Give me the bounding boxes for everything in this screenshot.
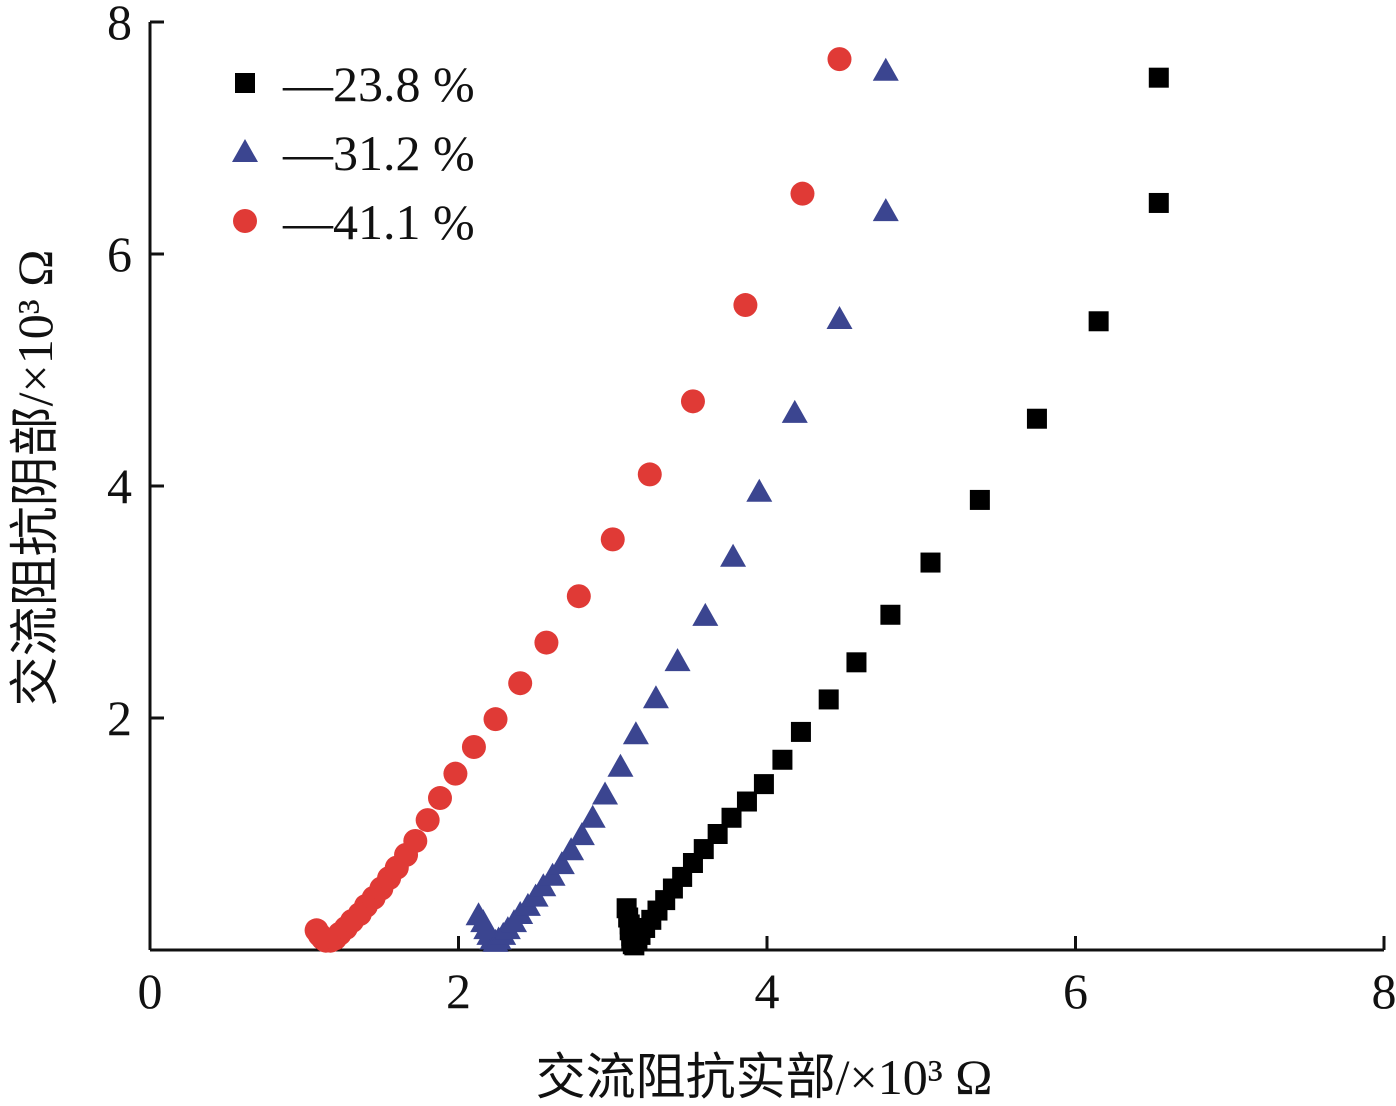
data-point xyxy=(692,602,719,626)
data-point xyxy=(826,305,853,329)
y-axis-title: 交流阻抗阴部/×10³ Ω xyxy=(7,250,63,707)
data-point xyxy=(736,791,757,812)
data-point xyxy=(592,781,619,805)
data-point xyxy=(539,862,566,886)
data-point xyxy=(427,786,452,811)
data-point xyxy=(622,721,649,745)
data-point xyxy=(1026,408,1047,429)
data-point xyxy=(846,652,867,673)
data-point xyxy=(642,685,669,709)
data-point xyxy=(969,489,990,510)
data-point xyxy=(753,774,774,795)
data-point xyxy=(607,753,634,777)
x-tick-label: 2 xyxy=(446,963,471,1019)
data-point xyxy=(680,389,705,414)
x-tick-label: 0 xyxy=(138,963,163,1019)
data-point xyxy=(920,552,941,573)
series-2 xyxy=(465,57,899,952)
data-point xyxy=(508,671,533,696)
data-point xyxy=(746,478,773,502)
data-point xyxy=(568,822,595,846)
legend-marker xyxy=(235,73,255,93)
data-point xyxy=(790,721,811,742)
data-point xyxy=(415,808,440,833)
data-point xyxy=(693,839,714,860)
legend-marker xyxy=(232,139,258,162)
data-point xyxy=(558,837,585,861)
data-point xyxy=(461,735,486,759)
data-point xyxy=(483,707,508,732)
y-tick-label: 6 xyxy=(107,226,132,282)
legend-label: —31.2 % xyxy=(282,125,475,181)
data-point xyxy=(600,527,625,552)
data-point xyxy=(781,399,808,423)
data-point xyxy=(1088,311,1109,332)
data-point xyxy=(548,851,575,875)
data-point xyxy=(707,824,728,844)
series-1 xyxy=(616,67,1169,956)
y-tick-label: 4 xyxy=(107,458,132,514)
legend-label: —41.1 % xyxy=(282,194,475,250)
legend: —23.8 % —31.2 % —41.1 % xyxy=(232,56,475,250)
data-point xyxy=(579,804,606,828)
x-axis-title: 交流阻抗实部/×10³ Ω xyxy=(536,1049,993,1105)
data-point xyxy=(637,462,662,487)
data-point xyxy=(872,57,899,81)
data-point xyxy=(720,543,747,567)
data-point xyxy=(403,828,428,853)
data-point xyxy=(827,47,852,72)
x-tick-label: 4 xyxy=(755,963,780,1019)
axis-tick-labels: 0 2 4 6 8 2 4 6 8 xyxy=(107,0,1396,1019)
data-point xyxy=(664,648,691,672)
data-point xyxy=(443,761,468,786)
data-point xyxy=(721,807,742,828)
legend-label: —23.8 % xyxy=(282,56,475,112)
data-point xyxy=(818,689,839,710)
data-point xyxy=(790,181,815,206)
x-tick-label: 6 xyxy=(1063,963,1088,1019)
data-point xyxy=(733,293,758,318)
data-point xyxy=(872,198,899,222)
y-tick-label: 2 xyxy=(107,690,132,746)
y-tick-label: 8 xyxy=(107,0,132,50)
data-point xyxy=(772,749,793,770)
data-point xyxy=(1148,192,1169,213)
data-point xyxy=(1148,67,1169,88)
data-points xyxy=(304,47,1169,956)
legend-marker xyxy=(233,209,257,233)
data-point xyxy=(534,630,559,655)
series-3 xyxy=(304,47,852,953)
data-point xyxy=(566,584,591,609)
x-tick-label: 8 xyxy=(1372,963,1396,1019)
data-point xyxy=(880,604,901,625)
axis-ticks xyxy=(148,20,1386,950)
